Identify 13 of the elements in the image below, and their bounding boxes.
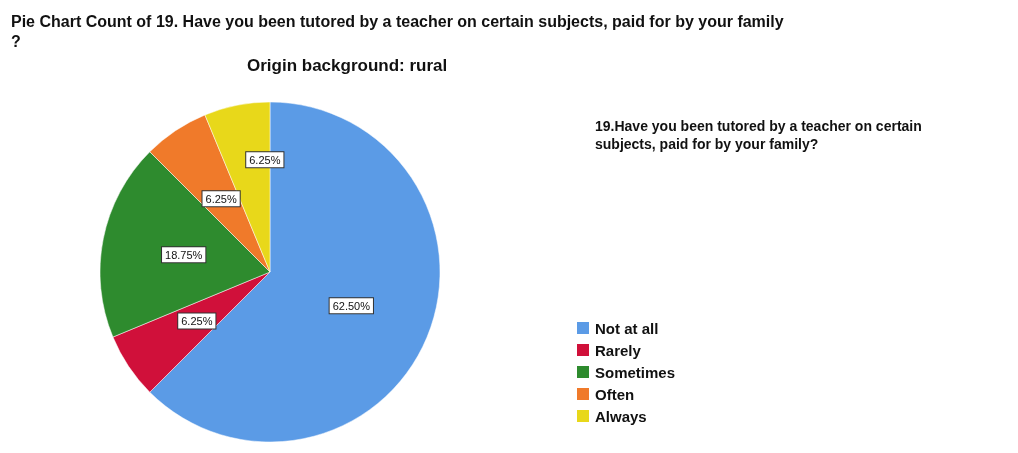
data-label: 62.50% [332,299,371,312]
data-label: 6.25% [205,192,237,205]
data-label: 6.25% [249,153,281,166]
legend-title: 19.Have you been tutored by a teacher on certain subjects, paid for by your family? [595,118,926,152]
data-label: 18.75% [165,248,203,261]
chart-subtitle: Origin background: rural [247,56,448,75]
legend-label: Often [595,385,635,403]
legend-label: Rarely [595,341,642,359]
legend-label: Not at all [595,319,659,337]
data-label: 6.25% [181,314,213,327]
chart-title: Pie Chart Count of 19. Have you been tutored by a teacher on certain subjects, paid for by your family? [11,12,784,50]
legend-label: Sometimes [595,363,676,381]
legend-label: Always [595,407,647,425]
